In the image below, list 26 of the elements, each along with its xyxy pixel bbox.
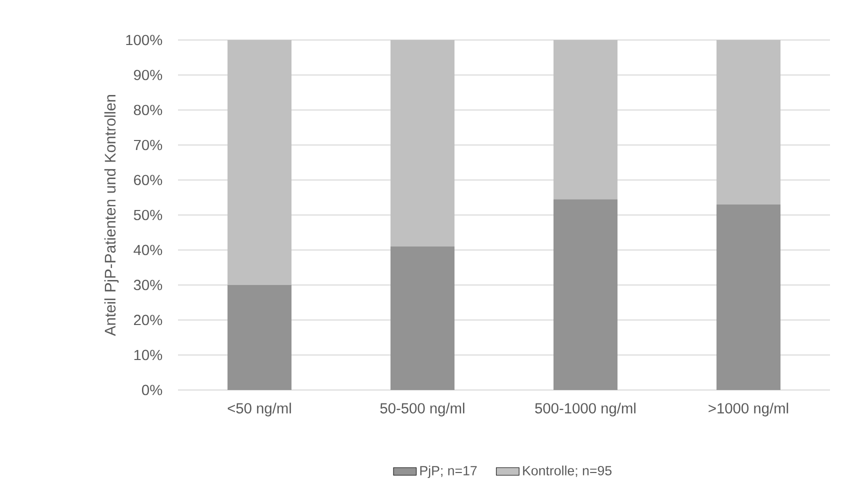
y-tick-label: 20% [134, 314, 162, 326]
y-tick-label: 50% [134, 210, 162, 220]
y-tick-label: 80% [134, 104, 162, 116]
y-tick-label: 40% [134, 244, 162, 256]
y-tick-label: 10% [134, 350, 162, 360]
y-tick-label: 0% [142, 384, 162, 396]
y-tick-label: 60% [134, 174, 162, 186]
bar [716, 204, 780, 390]
x-tick-label: >1000 ng/ml [708, 402, 788, 416]
bar [553, 40, 618, 200]
bar [716, 40, 780, 204]
x-tick-label: 50-500 ng/ml [380, 402, 464, 416]
bar [228, 284, 292, 390]
legend-label: PjP; n=17 [420, 466, 477, 478]
y-axis-title: Anteil PjP-Patienten und Kontrollen [104, 95, 119, 336]
bar [553, 199, 618, 390]
y-tick-label: 30% [134, 280, 162, 290]
y-tick-label: 100% [126, 34, 162, 46]
bar [390, 246, 454, 390]
bar [228, 40, 292, 285]
legend-label: Kontrolle; n=95 [523, 466, 612, 477]
x-tick-label: 500-1000 ng/ml [535, 402, 636, 416]
bar [390, 40, 454, 246]
x-tick-label: <50 ng/ml [228, 402, 291, 416]
y-tick-label: 90% [134, 70, 162, 80]
y-tick-label: 70% [134, 140, 162, 150]
